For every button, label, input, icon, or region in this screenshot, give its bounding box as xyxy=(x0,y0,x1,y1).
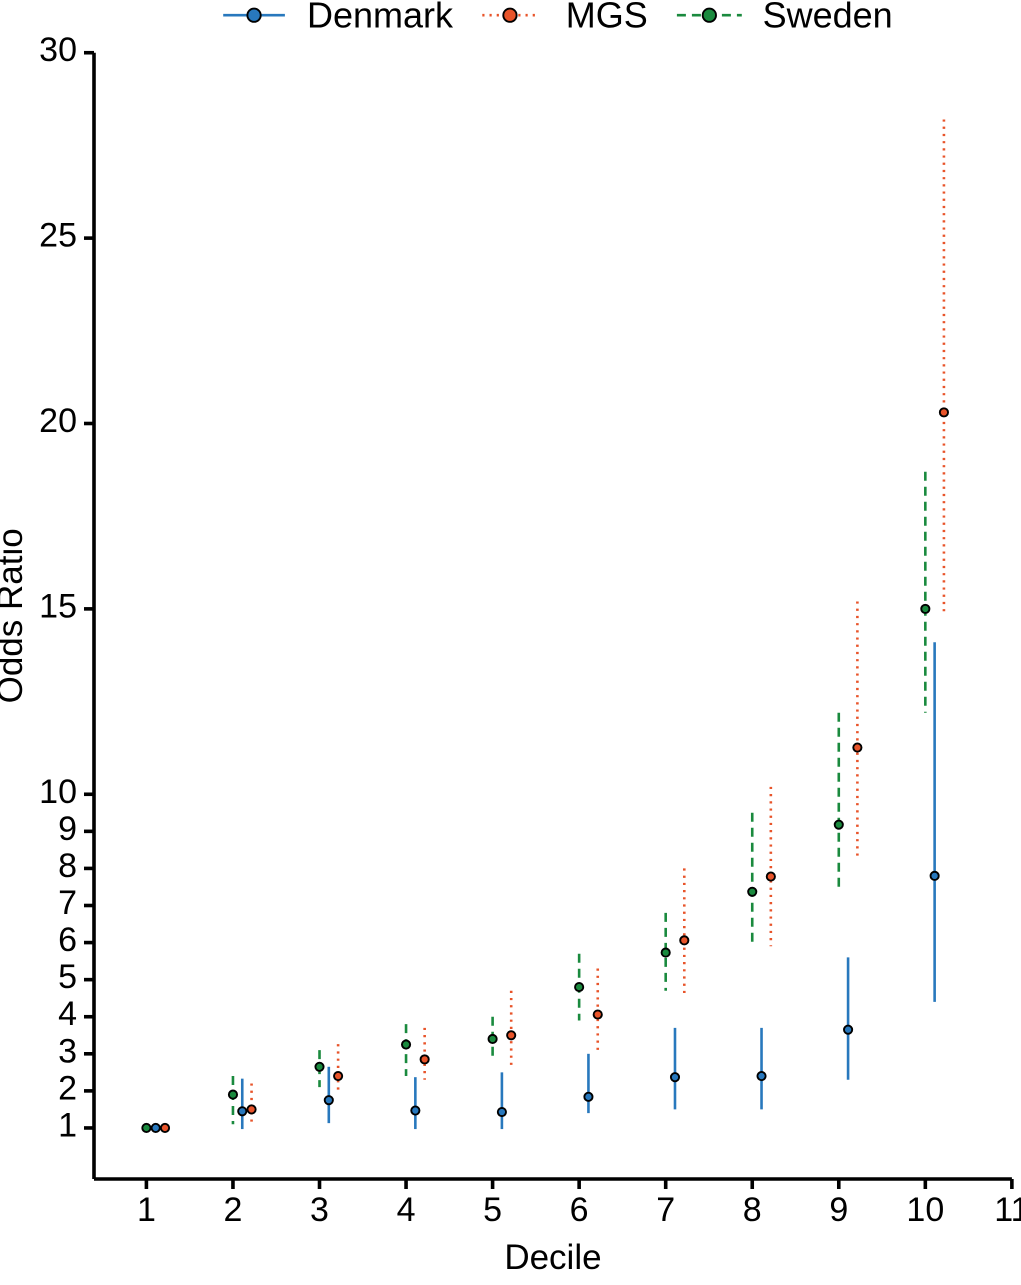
svg-text:9: 9 xyxy=(58,810,77,848)
svg-text:Decile: Decile xyxy=(504,1238,601,1277)
svg-text:8: 8 xyxy=(58,847,77,885)
svg-text:11: 11 xyxy=(994,1191,1021,1229)
svg-text:1: 1 xyxy=(137,1191,156,1229)
svg-text:3: 3 xyxy=(310,1191,329,1229)
svg-text:MGS: MGS xyxy=(566,0,648,36)
svg-text:Sweden: Sweden xyxy=(763,0,893,36)
svg-text:2: 2 xyxy=(223,1191,242,1229)
svg-text:4: 4 xyxy=(58,995,77,1033)
svg-text:6: 6 xyxy=(570,1191,589,1229)
svg-text:10: 10 xyxy=(906,1191,944,1229)
svg-text:10: 10 xyxy=(39,773,77,811)
svg-text:1: 1 xyxy=(58,1106,77,1144)
svg-text:15: 15 xyxy=(39,587,77,625)
svg-text:8: 8 xyxy=(743,1191,762,1229)
svg-text:3: 3 xyxy=(58,1032,77,1070)
svg-text:5: 5 xyxy=(483,1191,502,1229)
svg-text:20: 20 xyxy=(39,402,77,440)
svg-text:7: 7 xyxy=(58,884,77,922)
svg-text:6: 6 xyxy=(58,921,77,959)
svg-text:Odds Ratio: Odds Ratio xyxy=(0,528,30,703)
svg-text:30: 30 xyxy=(39,31,77,69)
svg-text:Denmark: Denmark xyxy=(307,0,454,36)
svg-text:9: 9 xyxy=(829,1191,848,1229)
svg-text:2: 2 xyxy=(58,1069,77,1107)
svg-text:25: 25 xyxy=(39,217,77,255)
svg-text:7: 7 xyxy=(656,1191,675,1229)
svg-text:4: 4 xyxy=(397,1191,416,1229)
svg-text:5: 5 xyxy=(58,958,77,996)
